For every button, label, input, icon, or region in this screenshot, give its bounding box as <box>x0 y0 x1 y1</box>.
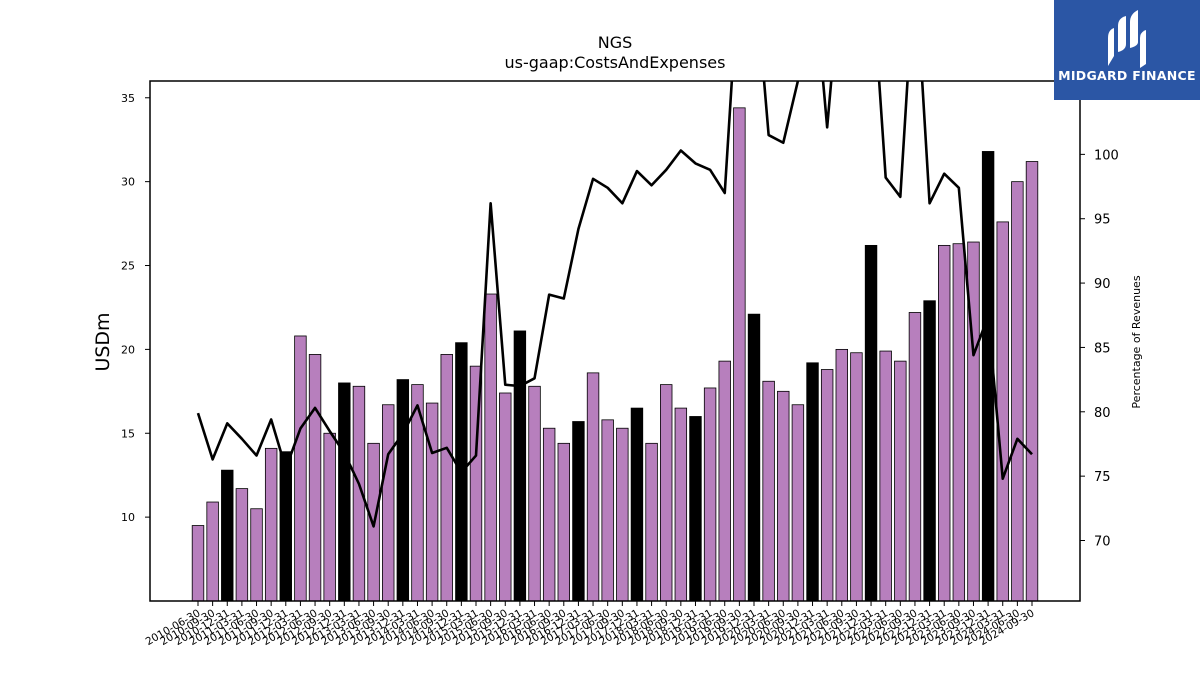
bar <box>601 419 614 601</box>
bar <box>557 442 570 601</box>
bar <box>396 379 410 601</box>
bar <box>528 385 541 601</box>
bar <box>660 384 673 601</box>
y-tick-label: 30 <box>121 176 135 189</box>
bar <box>850 352 863 601</box>
bar <box>542 427 556 601</box>
bar <box>250 508 263 601</box>
bar <box>952 243 966 601</box>
bar <box>469 365 483 601</box>
right-axis-label: Percentage of Revenues <box>1130 275 1143 408</box>
bar <box>996 221 1009 601</box>
bar <box>191 525 205 601</box>
y2-tick-label: 90 <box>1094 277 1111 292</box>
bar <box>1025 161 1039 601</box>
bar <box>352 385 366 601</box>
bar <box>777 390 790 601</box>
left-axis-ticks: 10 15 20 25 30 35 <box>121 92 150 524</box>
y-tick-label: 10 <box>121 511 135 524</box>
y2-tick-label: 75 <box>1094 470 1111 485</box>
bar <box>323 432 336 601</box>
bar <box>967 241 980 601</box>
bar <box>572 421 585 601</box>
y2-tick-label: 70 <box>1094 535 1111 550</box>
bar <box>630 407 644 601</box>
bar <box>425 402 439 601</box>
plot-frame <box>149 80 1081 602</box>
bar <box>908 312 922 601</box>
bar <box>864 244 878 601</box>
bar <box>440 354 453 601</box>
bar <box>806 362 819 601</box>
bar <box>894 360 907 601</box>
left-axis-label: USDm <box>92 312 114 371</box>
y-tick-label: 20 <box>121 343 135 356</box>
chart-title: NGS <box>598 33 633 52</box>
bar <box>820 369 834 601</box>
midgard-logo-icon <box>1108 10 1146 68</box>
y-tick-label: 35 <box>121 92 135 105</box>
bar <box>1011 181 1024 601</box>
bar <box>747 313 761 601</box>
bar <box>499 392 512 601</box>
bars-group <box>191 107 1039 601</box>
bar <box>382 404 395 601</box>
y2-tick-label: 85 <box>1094 341 1111 356</box>
bar <box>221 469 234 601</box>
y-tick-label: 15 <box>121 427 135 440</box>
bar <box>586 372 600 601</box>
bar <box>338 382 351 601</box>
bar <box>703 387 717 601</box>
bar <box>718 360 731 601</box>
y2-tick-label: 80 <box>1094 406 1111 421</box>
bar <box>674 407 688 601</box>
bar <box>294 335 307 601</box>
bar <box>206 501 219 601</box>
bar <box>235 488 249 601</box>
y2-tick-label: 95 <box>1094 213 1111 228</box>
bar <box>791 404 805 601</box>
bar <box>264 447 278 601</box>
brand-name: MIDGARD FINANCE <box>1058 68 1196 83</box>
y-tick-label: 25 <box>121 260 135 273</box>
bar <box>645 442 658 601</box>
bar <box>484 293 497 601</box>
chart-subtitle: us-gaap:CostsAndExpenses <box>505 53 726 72</box>
y2-tick-label: 100 <box>1094 148 1119 163</box>
brand-logo: MIDGARD FINANCE <box>1054 0 1200 100</box>
bar <box>733 107 746 601</box>
bar <box>981 151 995 601</box>
bar <box>879 350 892 601</box>
bar <box>308 354 322 601</box>
bar <box>762 380 775 601</box>
bar <box>689 416 702 601</box>
bar <box>835 348 848 601</box>
bar <box>923 300 936 601</box>
line-group <box>196 81 1033 528</box>
bar <box>616 427 629 601</box>
x-axis-ticks: 2010-06-302010-09-302010-12-312011-03-31… <box>144 601 1037 648</box>
percentage-line <box>196 81 1033 528</box>
bar <box>513 330 527 601</box>
bar <box>938 244 951 601</box>
right-axis-ticks: 70 75 80 85 90 95 100 <box>1080 148 1119 550</box>
bar <box>279 451 292 601</box>
